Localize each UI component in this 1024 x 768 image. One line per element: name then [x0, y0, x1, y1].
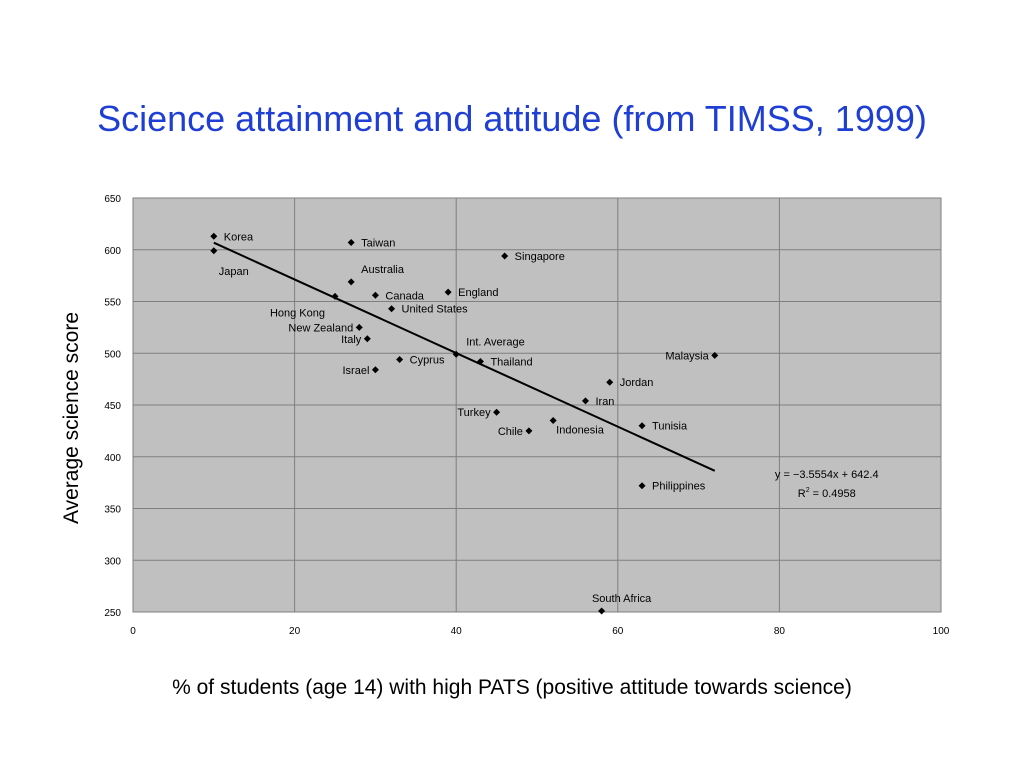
point-label: Iran	[595, 396, 614, 408]
point-label: Singapore	[515, 251, 565, 263]
data-point	[581, 397, 589, 405]
data-point	[476, 358, 484, 366]
point-label: Jordan	[620, 377, 654, 389]
data-point	[711, 351, 719, 359]
trendline-equation: y = −3.5554x + 642.4	[775, 469, 879, 481]
y-tick-label: 350	[104, 505, 121, 516]
y-tick-label: 600	[104, 246, 121, 257]
point-label: United States	[402, 304, 469, 316]
x-tick-label: 40	[451, 626, 463, 637]
x-tick-label: 20	[289, 626, 301, 637]
point-label: Philippines	[652, 481, 706, 493]
data-point	[388, 305, 396, 313]
data-point	[501, 252, 509, 260]
y-tick-label: 550	[104, 298, 121, 309]
r-squared-label: R2 = 0.4958	[798, 487, 856, 500]
y-tick-label: 300	[104, 556, 121, 567]
point-label: Canada	[385, 290, 424, 302]
data-points	[210, 232, 719, 615]
data-point	[549, 417, 557, 425]
point-label: Hong Kong	[270, 307, 325, 319]
data-point	[525, 427, 533, 435]
x-tick-label: 100	[933, 626, 950, 637]
point-label: Israel	[342, 365, 369, 377]
y-tick-label: 650	[104, 194, 121, 205]
y-tick-label: 400	[104, 453, 121, 464]
point-label: Korea	[224, 231, 254, 243]
point-label: Italy	[341, 334, 362, 346]
y-tick-label: 500	[104, 349, 121, 360]
data-point	[355, 323, 363, 331]
data-point	[347, 239, 355, 247]
point-label: Australia	[361, 264, 405, 276]
data-point	[638, 482, 646, 490]
point-label: England	[458, 287, 498, 299]
x-tick-label: 0	[130, 626, 136, 637]
point-label: Malaysia	[665, 350, 709, 362]
data-point	[331, 292, 339, 300]
point-label: Cyprus	[410, 354, 445, 366]
point-label: Thailand	[490, 357, 532, 369]
data-point	[452, 350, 460, 358]
point-label: Int. Average	[466, 336, 525, 348]
x-tick-label: 80	[774, 626, 786, 637]
point-label: South Africa	[592, 593, 652, 605]
data-point	[598, 607, 606, 615]
data-point	[347, 278, 355, 286]
x-tick-label: 60	[612, 626, 624, 637]
data-point	[371, 366, 379, 374]
point-label: Japan	[219, 266, 249, 278]
data-point	[396, 355, 404, 363]
y-tick-label: 450	[104, 401, 121, 412]
point-label: Indonesia	[556, 425, 605, 437]
point-label: Chile	[498, 426, 523, 438]
trendline	[213, 241, 716, 472]
data-point	[210, 247, 218, 255]
data-point	[363, 335, 371, 343]
data-point	[371, 291, 379, 299]
data-point	[638, 422, 646, 430]
slide-title: Science attainment and attitude (from TI…	[97, 98, 927, 139]
point-label: Taiwan	[361, 238, 395, 250]
y-axis-title: Average science score	[60, 311, 83, 525]
point-labels: Korea Japan Taiwan Singapore Australia Canada…	[219, 231, 710, 605]
y-tick-label: 250	[104, 608, 121, 619]
point-label: Turkey	[457, 407, 491, 419]
data-point	[210, 232, 218, 240]
point-label: Tunisia	[652, 421, 688, 433]
x-axis-title: % of students (age 14) with high PATS (p…	[172, 676, 852, 699]
data-point	[444, 288, 452, 296]
gridlines	[132, 197, 942, 613]
point-label: New Zealand	[288, 322, 353, 334]
data-point	[606, 378, 614, 386]
tick-labels: 250 300 350 400 450 500 550 600 650 0 20 40 60 80 100	[104, 194, 949, 637]
data-point	[493, 408, 501, 416]
